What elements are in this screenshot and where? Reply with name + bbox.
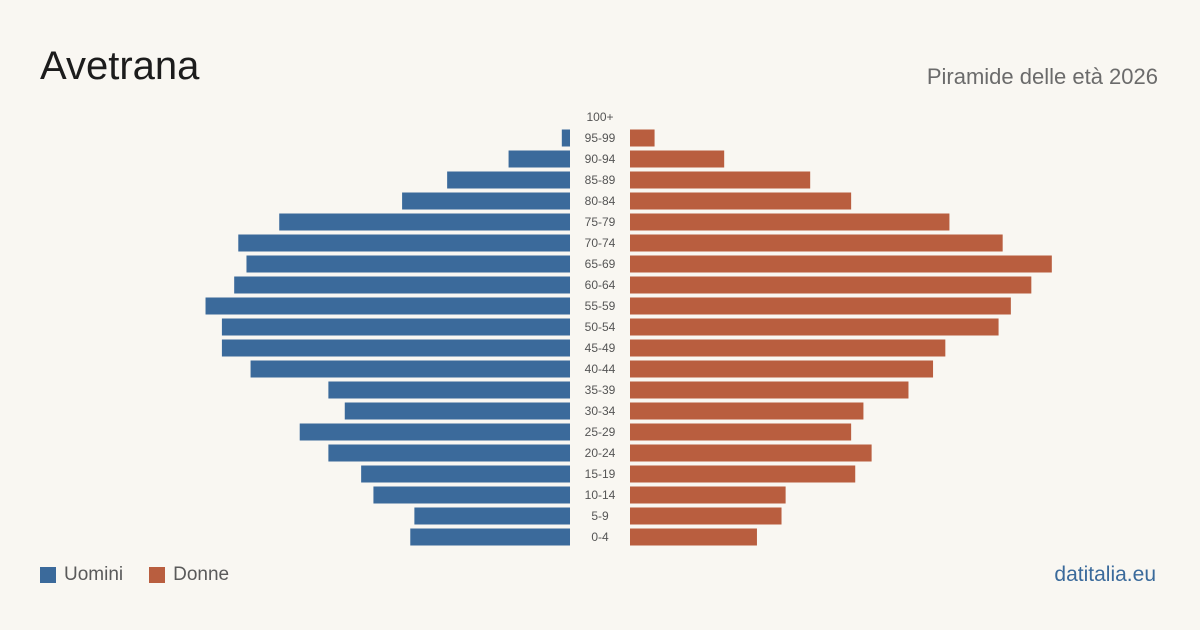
bar-women-90-94: [630, 150, 725, 168]
bar-women-0-4: [630, 528, 757, 546]
bar-men-45-49: [221, 339, 570, 357]
age-group-label: 80-84: [585, 194, 616, 208]
age-group-label: 70-74: [585, 236, 616, 250]
bar-women-75-79: [630, 213, 950, 231]
age-group-label: 20-24: [585, 446, 616, 460]
legend-swatch-men: [40, 567, 56, 583]
bar-men-40-44: [250, 360, 571, 378]
legend-swatch-women: [149, 567, 166, 583]
age-group-label: 95-99: [585, 131, 616, 145]
age-group-label: 40-44: [585, 362, 616, 376]
page-title: Avetrana: [40, 44, 200, 88]
age-group-label: 5-9: [591, 509, 609, 523]
bar-women-55-59: [630, 297, 1011, 315]
bar-men-80-84: [402, 192, 570, 210]
bar-men-30-34: [344, 402, 570, 420]
legend-label-men: Uomini: [64, 564, 124, 585]
bar-women-80-84: [630, 192, 852, 210]
bar-men-65-69: [246, 255, 570, 273]
bar-women-85-89: [630, 171, 811, 189]
age-group-label: 25-29: [585, 425, 616, 439]
bar-women-40-44: [630, 360, 934, 378]
age-group-label: 60-64: [585, 278, 616, 292]
bar-women-25-29: [630, 423, 852, 441]
bar-men-85-89: [447, 171, 570, 189]
bar-women-50-54: [630, 318, 999, 336]
chart-subtitle: Piramide delle età 2026: [926, 64, 1158, 89]
bar-men-0-4: [410, 528, 570, 546]
bar-men-60-64: [234, 276, 570, 294]
bar-women-60-64: [630, 276, 1032, 294]
bar-men-90-94: [508, 150, 570, 168]
bar-men-5-9: [414, 507, 570, 525]
bar-women-70-74: [630, 234, 1003, 252]
legend-item-women: Donne: [149, 564, 229, 586]
bar-women-35-39: [630, 381, 909, 399]
age-group-label: 90-94: [585, 152, 616, 166]
age-group-label: 75-79: [585, 215, 616, 229]
brand-link[interactable]: datitalia.eu: [1054, 563, 1156, 586]
bar-women-20-24: [630, 444, 872, 462]
age-group-label: 10-14: [585, 488, 616, 502]
bar-women-10-14: [630, 486, 786, 504]
bar-women-5-9: [630, 507, 782, 525]
bar-men-10-14: [373, 486, 570, 504]
age-group-label: 100+: [586, 110, 613, 124]
bar-men-50-54: [221, 318, 570, 336]
legend-item-men: Uomini: [40, 564, 123, 586]
bar-women-95-99: [630, 129, 655, 147]
age-group-label: 0-4: [591, 530, 609, 544]
bar-men-35-39: [328, 381, 570, 399]
bar-men-55-59: [205, 297, 570, 315]
age-group-label: 30-34: [585, 404, 616, 418]
age-group-label: 15-19: [585, 467, 616, 481]
bar-men-15-19: [361, 465, 570, 483]
bar-men-25-29: [299, 423, 570, 441]
bar-men-20-24: [328, 444, 570, 462]
age-group-label: 55-59: [585, 299, 616, 313]
bar-men-95-99: [561, 129, 570, 147]
age-group-label: 85-89: [585, 173, 616, 187]
bar-women-15-19: [630, 465, 856, 483]
bar-men-75-79: [279, 213, 570, 231]
age-group-label: 35-39: [585, 383, 616, 397]
legend: Uomini Donne: [40, 564, 255, 586]
age-group-label: 45-49: [585, 341, 616, 355]
age-group-label: 50-54: [585, 320, 616, 334]
age-group-label: 65-69: [585, 257, 616, 271]
bar-women-65-69: [630, 255, 1052, 273]
bar-women-45-49: [630, 339, 946, 357]
bar-women-30-34: [630, 402, 864, 420]
bar-men-70-74: [238, 234, 571, 252]
legend-label-women: Donne: [173, 564, 230, 585]
